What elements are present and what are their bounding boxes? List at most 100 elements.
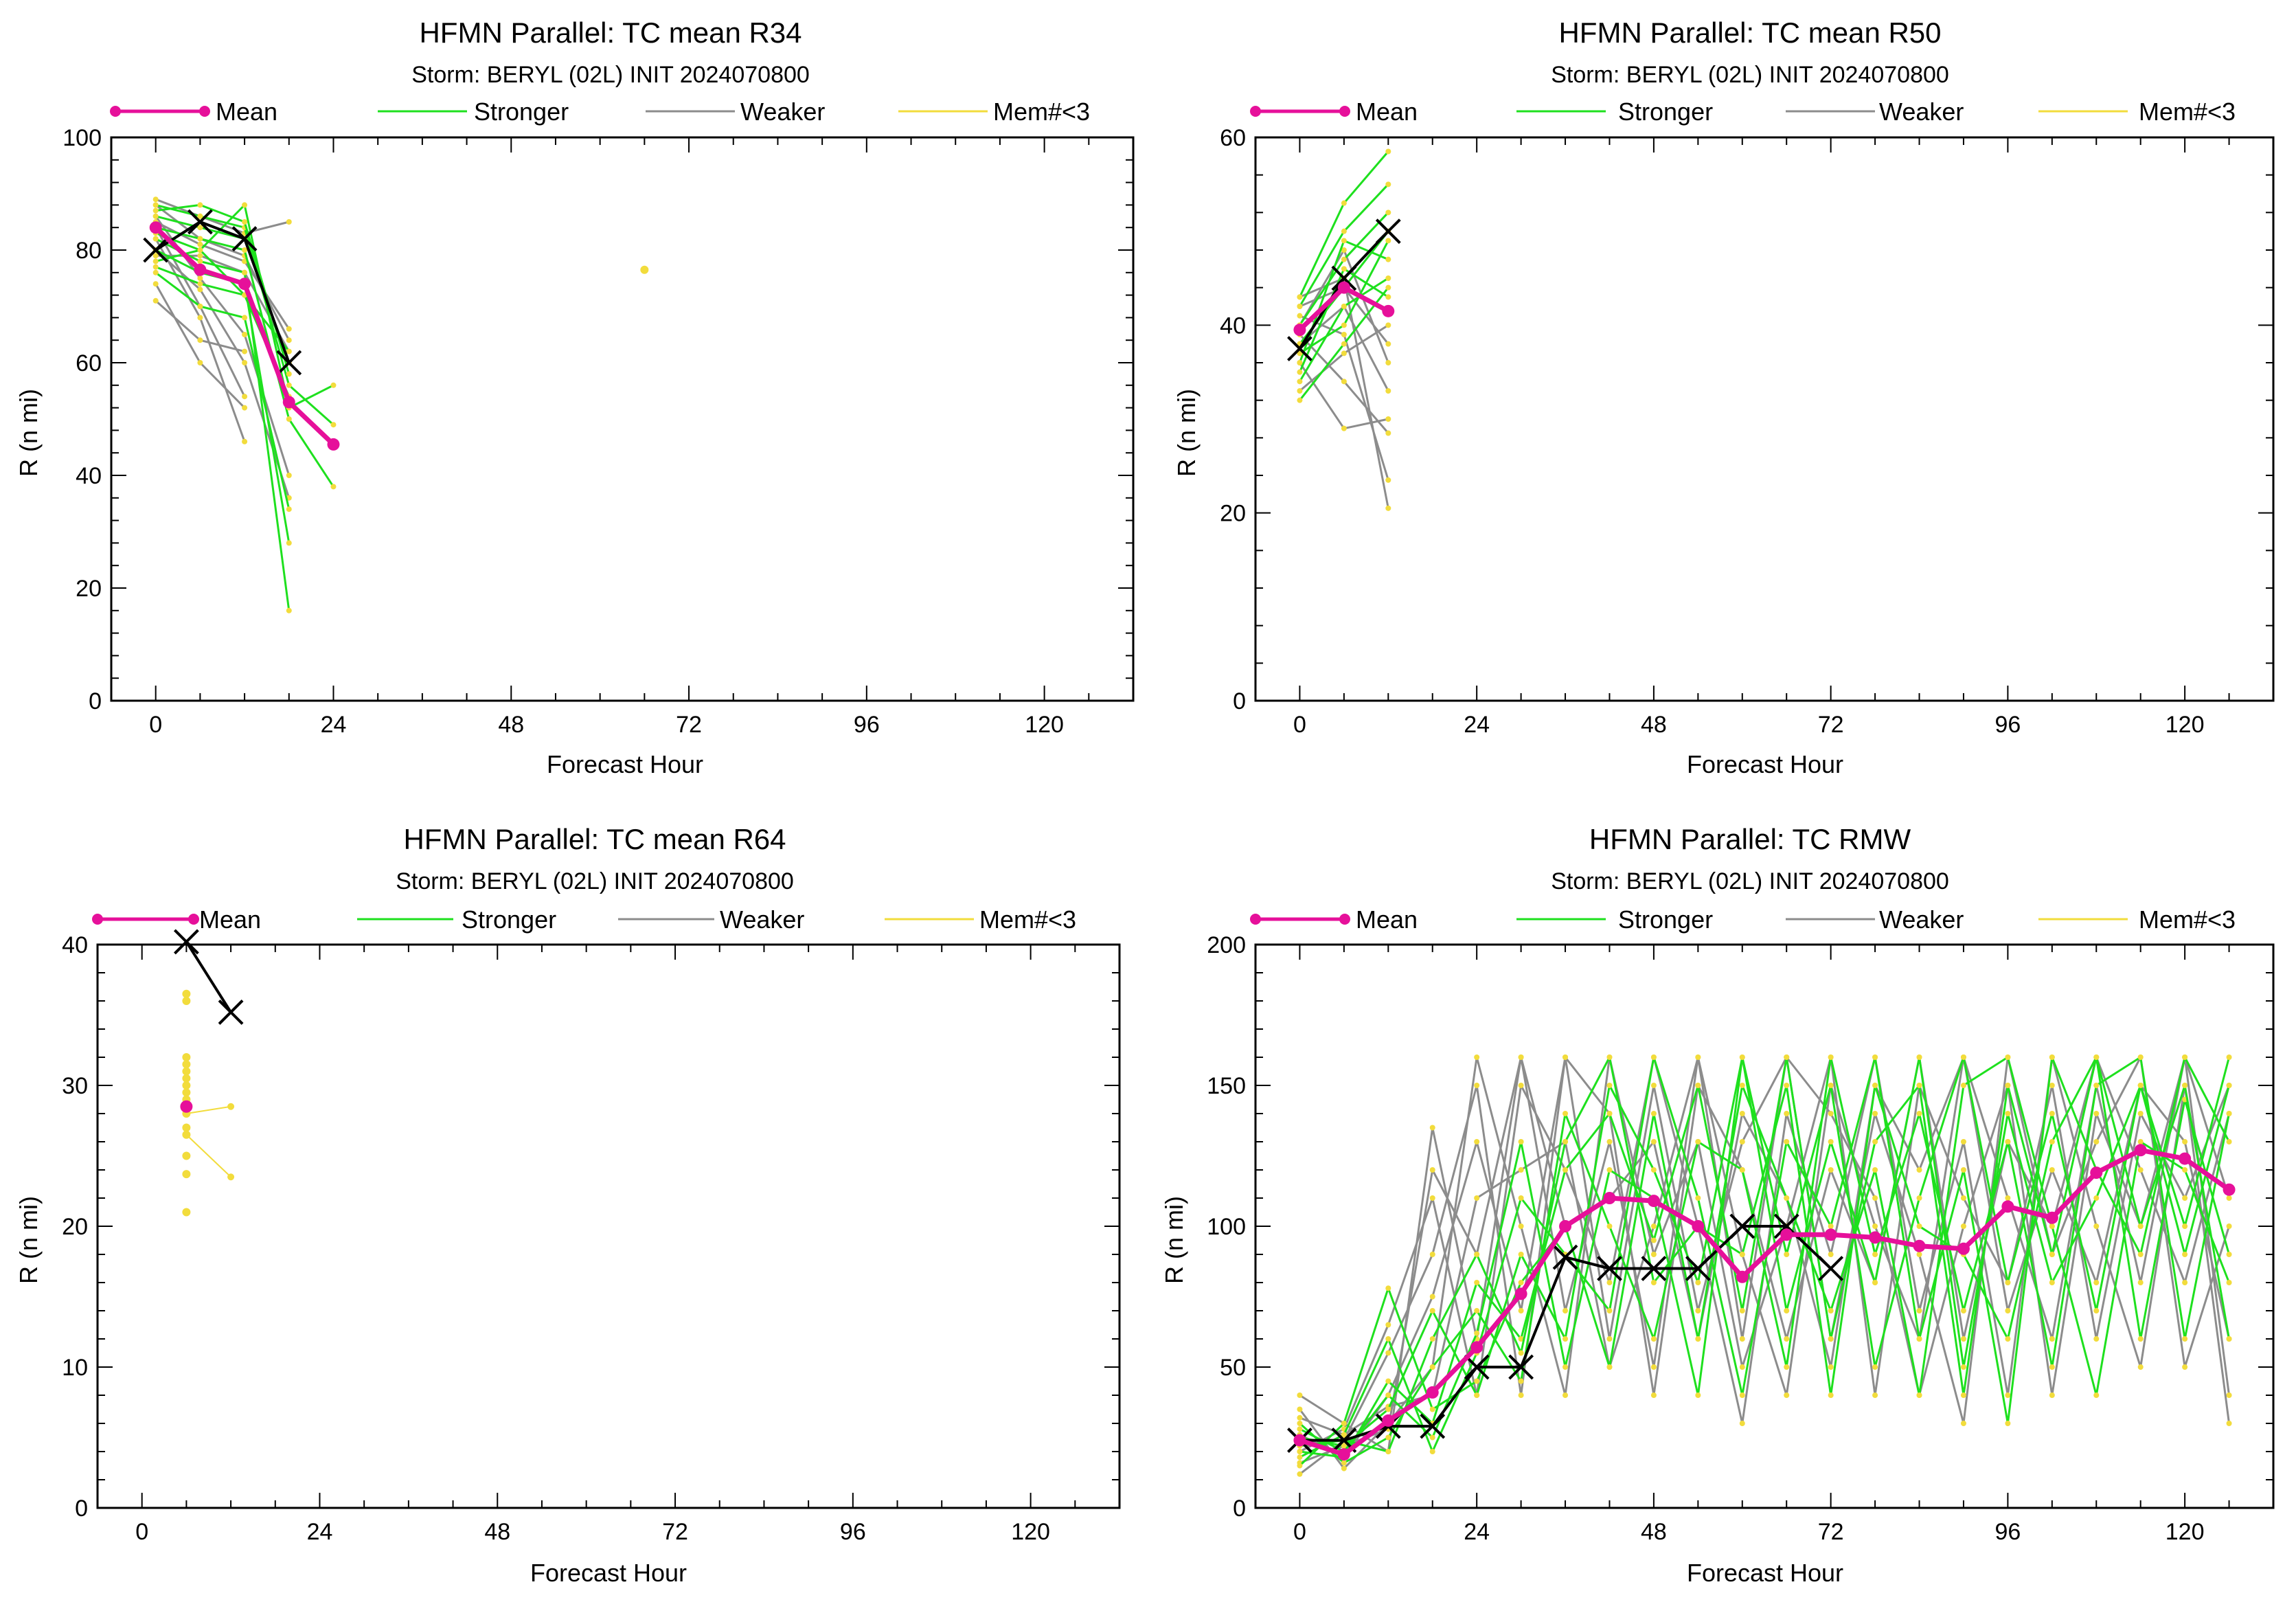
verification-marker (231, 226, 258, 252)
verification-marker (143, 237, 169, 263)
mean-point (149, 221, 162, 234)
member-point (286, 337, 292, 343)
member-point (2226, 1195, 2232, 1201)
member-point (197, 253, 203, 259)
y-axis-label: R (n mi) (14, 389, 43, 477)
member-point (1518, 1252, 1524, 1257)
member-point (1385, 1434, 1391, 1441)
member-point (152, 264, 159, 270)
mean-point (1382, 1414, 1395, 1427)
member-point (2226, 1111, 2232, 1116)
member-point (1695, 1280, 1701, 1285)
y-tick-label: 0 (75, 1496, 88, 1522)
member-point (1784, 1336, 1790, 1342)
member-point (1784, 1139, 1790, 1144)
member-point (1739, 1252, 1745, 1257)
member-point (197, 304, 203, 309)
legend-mean-marker (188, 914, 199, 925)
member-point (242, 394, 248, 400)
member-point (197, 241, 203, 247)
legend-few-label: Mem#<3 (2139, 905, 2236, 934)
member-point (152, 269, 159, 275)
member-point (1474, 1280, 1480, 1285)
member-point (1429, 1308, 1435, 1313)
member-point (1960, 1083, 1966, 1088)
mean-point (1559, 1220, 1572, 1232)
verification-marker (187, 209, 213, 235)
verification-marker (276, 350, 302, 376)
member-point (1916, 1195, 1922, 1201)
member-stronger-line (155, 226, 334, 488)
member-point (1429, 1449, 1435, 1454)
member-point (1474, 1054, 1480, 1060)
member-point (197, 225, 203, 231)
member-point (1341, 1421, 1347, 1426)
member-point (1297, 1463, 1303, 1469)
member-point (1297, 388, 1303, 394)
x-axis-label: Forecast Hour (530, 1559, 687, 1587)
member-point (1960, 1364, 1966, 1370)
mean-point (1470, 1341, 1484, 1354)
member-point (1784, 1364, 1790, 1370)
member-point (1960, 1336, 1966, 1342)
legend-weaker-label: Weaker (740, 98, 825, 126)
member-point (1385, 477, 1391, 483)
member-point (1606, 1336, 1613, 1342)
legend-few-label: Mem#<3 (2139, 98, 2236, 126)
mean-point (1824, 1228, 1837, 1241)
member-point (1297, 1406, 1303, 1412)
member-point (1297, 1471, 1303, 1477)
member-point (2049, 1223, 2055, 1229)
member-point (1650, 1364, 1657, 1370)
member-point (2093, 1392, 2100, 1398)
member-point (2182, 1083, 2188, 1088)
member-point (1385, 210, 1391, 216)
legend-stronger-label: Stronger (462, 905, 556, 934)
legend-mean-marker (1250, 914, 1261, 925)
member-point (1341, 256, 1347, 262)
member-point (1474, 1392, 1480, 1398)
member-point (1695, 1083, 1701, 1088)
legend-mean-label: Mean (199, 905, 261, 934)
verification-marker (1729, 1213, 1755, 1239)
chart-title: HFMN Parallel: TC mean R34 (419, 16, 802, 49)
y-axis-label: R (n mi) (1160, 1196, 1188, 1284)
y-tick-label: 20 (1220, 501, 1246, 527)
member-point (1429, 1167, 1435, 1173)
member-point (1562, 1111, 1569, 1116)
member-point (1739, 1392, 1745, 1398)
member-point (1960, 1139, 1966, 1144)
member-point (152, 258, 159, 264)
member-point (197, 213, 203, 219)
member-point (1297, 397, 1303, 403)
member-point (2137, 1083, 2144, 1088)
legend: Mean Stronger Weaker Mem#<3 (110, 98, 1090, 126)
member-point (2093, 1054, 2100, 1060)
member-point (2093, 1111, 2100, 1116)
member-point (1695, 1139, 1701, 1144)
member-point (1606, 1167, 1613, 1173)
member-point (1385, 256, 1391, 262)
member-point (1872, 1280, 1878, 1285)
verification-marker (1287, 336, 1312, 361)
member-point (1518, 1350, 1524, 1356)
member-point (242, 405, 248, 411)
member-point (286, 607, 292, 613)
chart-title: HFMN Parallel: TC RMW (1589, 823, 1911, 855)
member-point (1784, 1083, 1790, 1088)
member-point (1695, 1392, 1701, 1398)
member-point (1562, 1364, 1569, 1370)
member-point (152, 202, 159, 208)
member-point (1385, 275, 1391, 281)
member-point (1739, 1336, 1745, 1342)
member-point (2226, 1421, 2232, 1426)
member-point (1474, 1252, 1480, 1257)
member-point (1474, 1378, 1480, 1384)
mean-point (1647, 1195, 1660, 1208)
member-point (2226, 1223, 2232, 1229)
member-point (242, 360, 248, 365)
member-point (286, 506, 292, 512)
member-point (2226, 1336, 2232, 1342)
member-point (152, 236, 159, 242)
member-point (1385, 322, 1391, 328)
